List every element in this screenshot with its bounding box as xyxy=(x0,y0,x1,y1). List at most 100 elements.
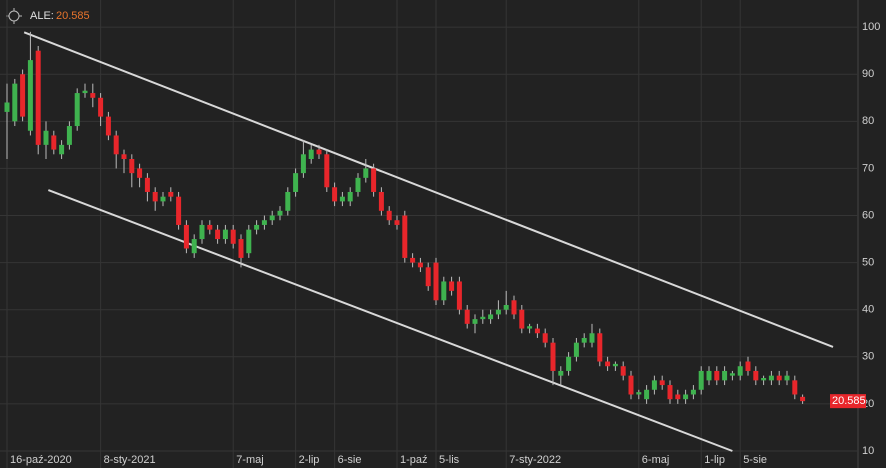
candle-body xyxy=(527,326,533,329)
candle-body xyxy=(222,229,228,240)
candle-body xyxy=(597,333,603,362)
candle-body xyxy=(456,281,462,310)
candle-body xyxy=(183,224,189,249)
candle-body xyxy=(683,394,689,400)
candle-body xyxy=(254,224,260,230)
candle-body xyxy=(776,375,782,381)
candle-body xyxy=(215,229,221,240)
candle-body xyxy=(784,375,790,381)
candle-body xyxy=(768,375,774,381)
candle-body xyxy=(698,370,704,390)
candle-body xyxy=(378,191,384,211)
x-tick-label: 5-sie xyxy=(743,454,767,466)
candle-body xyxy=(285,191,291,211)
candle-body xyxy=(129,159,135,174)
candle-body xyxy=(519,309,525,329)
x-tick-label: 6-maj xyxy=(642,454,670,466)
candle-body xyxy=(12,83,18,122)
candle-body xyxy=(792,380,798,395)
candle-body xyxy=(316,149,322,155)
candle-body xyxy=(605,361,611,367)
candle-body xyxy=(729,373,735,376)
y-tick-label: 100 xyxy=(862,21,880,33)
candle-body xyxy=(308,149,314,160)
candle-body xyxy=(628,375,634,395)
candle-body xyxy=(20,74,26,117)
x-tick-label: 6-sie xyxy=(338,454,362,466)
candle-body xyxy=(675,394,681,400)
candle-body xyxy=(480,316,486,320)
y-tick-label: 90 xyxy=(862,68,874,80)
candle-body xyxy=(464,309,470,324)
candle-body xyxy=(137,168,143,178)
candle-body xyxy=(745,361,751,371)
candle-body xyxy=(589,333,595,343)
candle-body xyxy=(238,239,244,258)
candle-body xyxy=(51,135,57,150)
candle-body xyxy=(82,90,88,94)
candle-body xyxy=(339,196,345,202)
y-tick-label: 60 xyxy=(862,209,874,221)
candle-body xyxy=(667,385,673,400)
y-tick-label: 80 xyxy=(862,115,874,127)
candle-body xyxy=(66,126,72,145)
candle-body xyxy=(433,262,439,301)
candle-body xyxy=(113,135,119,155)
candle-body xyxy=(612,363,618,367)
candle-body xyxy=(410,257,416,263)
x-tick-label: 5-lis xyxy=(439,454,460,466)
candle-body xyxy=(355,177,361,192)
candle-body xyxy=(550,342,556,371)
candle-body xyxy=(332,187,338,202)
candle-body xyxy=(246,229,252,254)
candle-body xyxy=(558,370,564,376)
candle-body xyxy=(347,191,353,202)
candle-body xyxy=(59,144,65,155)
candle-body xyxy=(386,210,392,221)
x-tick-label: 8-sty-2021 xyxy=(104,454,156,466)
candle-body xyxy=(722,370,728,381)
last-price-label: 20.585 xyxy=(832,395,866,407)
candle-body xyxy=(495,309,501,315)
candle-body xyxy=(300,154,306,174)
candle-body xyxy=(394,220,400,225)
trendline xyxy=(23,31,834,348)
candle-body xyxy=(121,154,127,160)
x-tick-label: 2-lip xyxy=(299,454,320,466)
candle-body xyxy=(371,168,377,192)
last-price-box xyxy=(830,394,866,409)
candle-body xyxy=(160,196,166,202)
candle-body xyxy=(98,97,104,117)
candle-body xyxy=(191,239,197,254)
candle-body xyxy=(324,154,330,188)
candle-body xyxy=(176,196,182,225)
candle-body xyxy=(636,392,642,395)
candle-body xyxy=(534,328,540,334)
candle-body xyxy=(261,220,267,225)
candle-body xyxy=(363,168,369,178)
candle-body xyxy=(168,191,174,197)
candle-body xyxy=(417,262,423,268)
candle-body xyxy=(690,389,696,395)
y-tick-label: 70 xyxy=(862,162,874,174)
candle-body xyxy=(488,314,494,320)
toolbar-icon[interactable] xyxy=(6,8,22,24)
candle-body xyxy=(472,319,478,324)
header-price: 20.585 xyxy=(56,10,90,22)
candle-body xyxy=(269,215,275,221)
candle-body xyxy=(651,380,657,390)
candle-body xyxy=(277,210,283,216)
candle-body xyxy=(644,389,650,400)
candle-body xyxy=(441,281,447,301)
candle-body xyxy=(105,116,111,136)
candle-body xyxy=(152,191,158,202)
candle-body xyxy=(753,370,759,381)
candle-body xyxy=(43,130,49,145)
candle-body xyxy=(425,267,431,287)
candle-body xyxy=(566,356,572,371)
candle-body xyxy=(620,366,626,376)
x-tick-label: 7-maj xyxy=(236,454,264,466)
candle-body xyxy=(503,305,509,310)
